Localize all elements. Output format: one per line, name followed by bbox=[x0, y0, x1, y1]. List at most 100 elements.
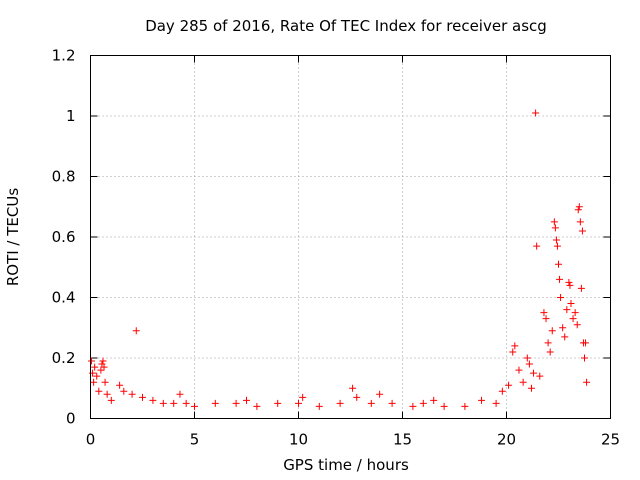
data-point bbox=[551, 224, 559, 232]
data-point bbox=[573, 321, 581, 329]
data-point bbox=[498, 387, 506, 395]
data-point bbox=[116, 381, 124, 389]
data-point bbox=[430, 396, 438, 404]
y-tick-label: 0.8 bbox=[52, 168, 76, 186]
data-point bbox=[530, 369, 538, 377]
data-point bbox=[132, 327, 140, 335]
data-point bbox=[299, 393, 307, 401]
data-point bbox=[315, 402, 323, 410]
x-axis-label: GPS time / hours bbox=[283, 456, 409, 474]
y-tick-label: 0.6 bbox=[52, 228, 76, 246]
data-point bbox=[563, 306, 571, 314]
data-point bbox=[536, 372, 544, 380]
data-point bbox=[99, 357, 107, 365]
data-point bbox=[88, 357, 96, 365]
data-point bbox=[566, 281, 574, 289]
data-point bbox=[569, 315, 577, 323]
y-tick-label: 1 bbox=[66, 107, 76, 125]
data-point bbox=[509, 348, 517, 356]
plot-frame bbox=[90, 55, 611, 419]
data-point bbox=[582, 339, 590, 347]
data-point bbox=[523, 354, 531, 362]
data-point bbox=[349, 384, 357, 392]
data-point bbox=[103, 390, 111, 398]
data-point bbox=[565, 278, 573, 286]
data-point bbox=[571, 309, 579, 317]
data-point bbox=[274, 399, 282, 407]
data-point bbox=[159, 399, 167, 407]
data-point bbox=[367, 399, 375, 407]
x-tick-label: 0 bbox=[86, 431, 96, 449]
data-point bbox=[100, 363, 108, 371]
data-point bbox=[409, 402, 417, 410]
data-point bbox=[182, 399, 190, 407]
data-point bbox=[139, 393, 146, 401]
chart-title: Day 285 of 2016, Rate Of TEC Index for r… bbox=[145, 17, 547, 35]
data-point bbox=[97, 366, 105, 374]
data-point bbox=[540, 309, 548, 317]
data-point bbox=[419, 399, 427, 407]
data-point bbox=[581, 354, 588, 362]
data-point bbox=[511, 342, 519, 350]
data-point bbox=[243, 396, 250, 404]
data-point bbox=[336, 399, 344, 407]
data-point bbox=[353, 393, 361, 401]
data-point bbox=[388, 399, 396, 407]
data-point bbox=[577, 284, 585, 292]
data-point bbox=[556, 275, 564, 283]
data-point bbox=[546, 348, 554, 356]
data-point bbox=[527, 384, 535, 392]
y-tick-label: 1.2 bbox=[52, 47, 76, 65]
data-point bbox=[550, 218, 558, 226]
x-tick-label: 5 bbox=[190, 431, 200, 449]
data-point bbox=[555, 260, 562, 268]
x-tick-label: 10 bbox=[289, 431, 308, 449]
data-point bbox=[548, 327, 556, 335]
data-point bbox=[107, 396, 115, 404]
data-point bbox=[176, 390, 184, 398]
x-tick-label: 15 bbox=[393, 431, 412, 449]
data-point bbox=[575, 203, 583, 211]
x-tick-label: 20 bbox=[497, 431, 516, 449]
data-point bbox=[376, 390, 384, 398]
data-point bbox=[505, 381, 513, 389]
data-point bbox=[583, 378, 591, 386]
data-point bbox=[533, 242, 541, 250]
data-point bbox=[149, 396, 157, 404]
data-point bbox=[519, 378, 527, 386]
grid-layer bbox=[90, 55, 611, 419]
data-point bbox=[232, 399, 240, 407]
data-point bbox=[128, 390, 136, 398]
data-point bbox=[95, 387, 103, 395]
data-point bbox=[557, 294, 565, 301]
x-tick-label: 25 bbox=[601, 431, 620, 449]
data-point bbox=[211, 399, 219, 407]
data-point bbox=[574, 206, 582, 214]
data-point bbox=[478, 396, 486, 404]
data-points bbox=[88, 109, 591, 410]
data-point bbox=[567, 300, 575, 308]
data-point bbox=[492, 399, 500, 407]
data-point bbox=[552, 236, 560, 244]
data-point bbox=[93, 372, 101, 380]
data-point bbox=[553, 242, 561, 250]
data-point bbox=[544, 339, 552, 347]
y-tick-label: 0 bbox=[66, 410, 76, 428]
data-point bbox=[561, 333, 569, 341]
data-point bbox=[532, 109, 540, 117]
data-point bbox=[440, 402, 448, 410]
data-point bbox=[120, 387, 128, 395]
data-point bbox=[576, 218, 584, 226]
y-tick-label: 0.2 bbox=[52, 349, 76, 367]
data-point bbox=[191, 402, 198, 410]
data-point bbox=[525, 360, 533, 368]
data-point bbox=[515, 366, 523, 374]
data-point bbox=[542, 315, 550, 323]
y-tick-label: 0.4 bbox=[52, 289, 76, 307]
data-point bbox=[90, 378, 98, 386]
data-point bbox=[253, 402, 261, 410]
data-point bbox=[295, 399, 302, 407]
data-point bbox=[559, 324, 567, 332]
data-point bbox=[91, 363, 99, 371]
